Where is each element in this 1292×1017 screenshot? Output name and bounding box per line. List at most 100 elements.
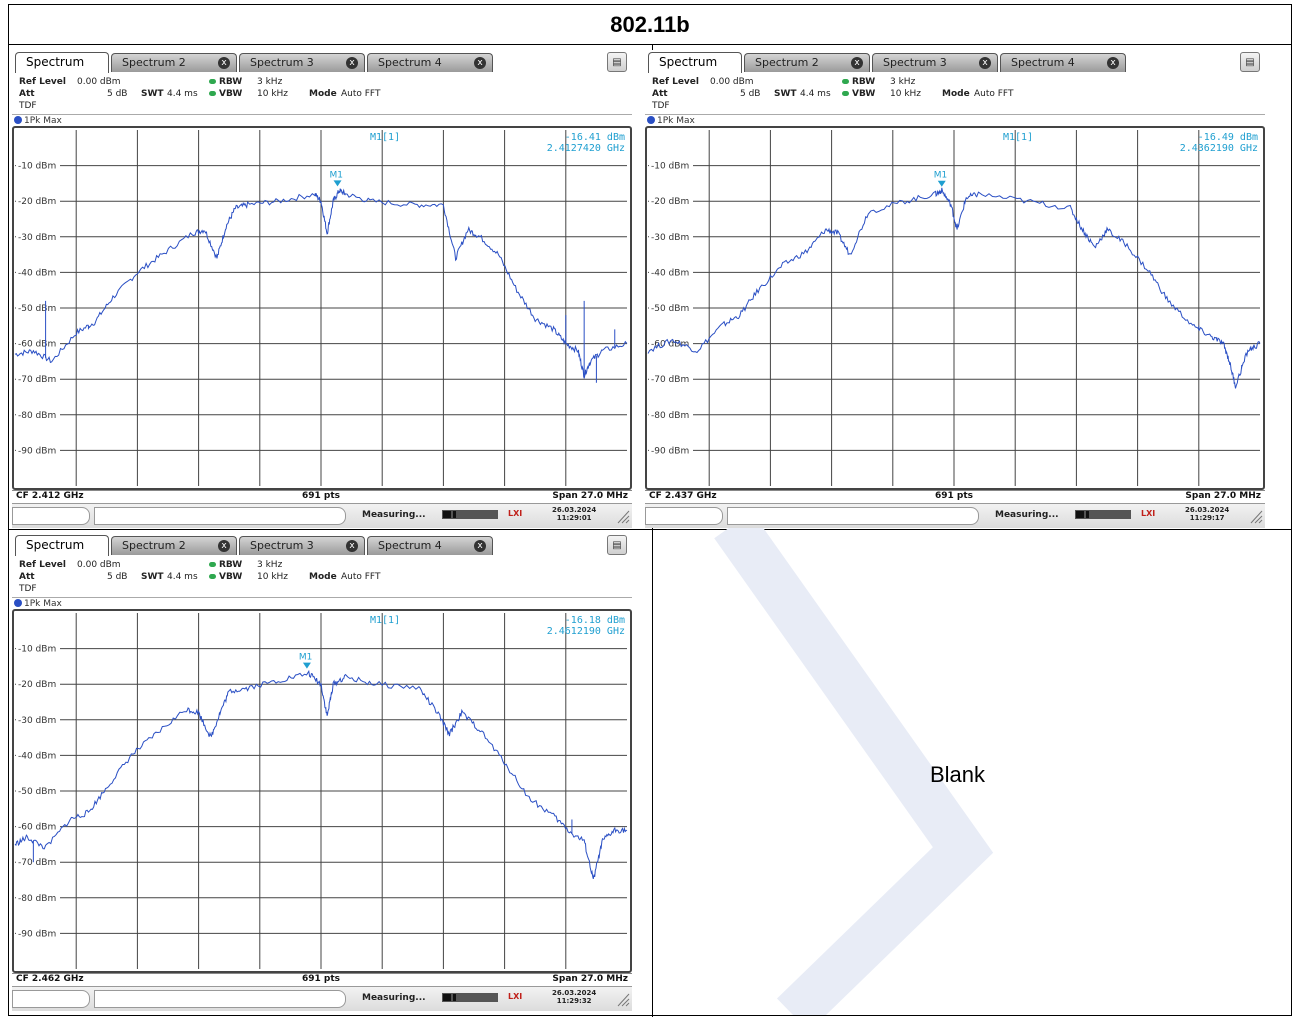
ytick-label: -60 dBm — [18, 340, 56, 350]
vbw-value: 10 kHz — [257, 89, 289, 99]
progress-bar — [442, 993, 498, 1002]
resize-grip-icon — [617, 510, 630, 524]
ytick-label-bg — [16, 713, 60, 725]
ytick-label-bg — [16, 408, 60, 420]
plot-footer: CF 2.412 GHz 691 pts Span 27.0 MHz — [12, 490, 632, 503]
ref-level-value: 0.00 dBm — [77, 560, 121, 570]
ytick-label-bg — [649, 266, 693, 278]
trace-label: 1Pk Max — [12, 597, 632, 610]
tab-spectrum-2[interactable]: Spectrum 2 x — [111, 536, 237, 555]
mode-value: Auto FFT — [974, 89, 1014, 99]
ytick-label: -80 dBm — [18, 411, 56, 421]
ytick-label-bg — [649, 195, 693, 207]
lxi-icon: LXI — [508, 992, 523, 1001]
marker-m1[interactable] — [333, 180, 342, 187]
settings-header: Ref Level 0.00 dBm Att 5 dB SWT 4.4 ms R… — [652, 74, 1262, 114]
spectrum-panel-2: Spectrum Spectrum 2 x Spectrum 3 x Spect… — [644, 50, 1266, 528]
page-title: 802.11b — [9, 5, 1291, 45]
trace-line — [647, 187, 1261, 389]
close-icon[interactable]: x — [474, 540, 486, 552]
ref-level-value: 0.00 dBm — [710, 77, 754, 87]
spectrum-plot: -10 dBm -20 dBm -30 dBm -40 dBm -50 dBm -60 d… — [14, 613, 628, 969]
close-icon[interactable]: x — [1107, 57, 1119, 69]
ytick-label-bg — [16, 266, 60, 278]
close-icon[interactable]: x — [218, 540, 230, 552]
tab-spectrum[interactable]: Spectrum — [648, 52, 742, 73]
center-frequency: CF 2.462 GHz — [16, 974, 84, 984]
spectrum-panel-1: Spectrum Spectrum 2 x Spectrum 3 x Spect… — [11, 50, 633, 528]
tab-label: Spectrum — [26, 55, 85, 69]
tab-spectrum-3[interactable]: Spectrum 3 x — [872, 53, 998, 72]
lxi-icon: LXI — [1141, 509, 1156, 518]
tab-label: Spectrum 3 — [250, 539, 314, 552]
menu-icon[interactable]: ▤ — [607, 535, 627, 555]
ref-level-label: Ref Level — [652, 77, 699, 87]
span-label: Span 27.0 MHz — [552, 491, 628, 501]
ytick-label-bg — [16, 749, 60, 761]
tab-spectrum-2[interactable]: Spectrum 2 x — [744, 53, 870, 72]
ytick-label: -90 dBm — [651, 446, 689, 456]
status-bar: Measuring... LXI 26.03.2024 11:29:32 — [12, 986, 632, 1011]
ytick-label: -70 dBm — [651, 375, 689, 385]
vbw-value: 10 kHz — [257, 572, 289, 582]
rbw-group: RBW — [209, 560, 242, 570]
status-bar: Measuring... LXI 26.03.2024 11:29:17 — [645, 503, 1265, 528]
tab-spectrum-3[interactable]: Spectrum 3 x — [239, 53, 365, 72]
att-value: 5 dB — [740, 89, 761, 99]
tab-spectrum-4[interactable]: Spectrum 4 x — [367, 536, 493, 555]
tab-spectrum-4[interactable]: Spectrum 4 x — [1000, 53, 1126, 72]
status-field-left — [12, 990, 90, 1008]
tdf-label: TDF — [652, 101, 670, 111]
ytick-label-bg — [16, 891, 60, 903]
table-divider-vertical — [652, 45, 653, 1017]
tab-spectrum-2[interactable]: Spectrum 2 x — [111, 53, 237, 72]
progress-bar — [442, 510, 498, 519]
ytick-label: -80 dBm — [18, 894, 56, 904]
menu-icon[interactable]: ▤ — [1240, 52, 1260, 72]
ytick-label-bg — [16, 159, 60, 171]
ytick-label: -10 dBm — [651, 162, 689, 172]
ytick-label-bg — [16, 642, 60, 654]
ref-level-label: Ref Level — [19, 77, 66, 87]
tab-spectrum[interactable]: Spectrum — [15, 535, 109, 556]
marker-readout-label: M1[1] — [370, 615, 400, 626]
ytick-label: -30 dBm — [18, 716, 56, 726]
tab-spectrum-3[interactable]: Spectrum 3 x — [239, 536, 365, 555]
att-value: 5 dB — [107, 89, 128, 99]
marker-m1[interactable] — [937, 180, 946, 187]
status-bar: Measuring... LXI 26.03.2024 11:29:01 — [12, 503, 632, 528]
tab-bar: Spectrum Spectrum 2 x Spectrum 3 x Spect… — [644, 50, 1266, 74]
tab-label: Spectrum 3 — [883, 56, 947, 69]
marker-m1[interactable] — [302, 662, 311, 669]
close-icon[interactable]: x — [346, 57, 358, 69]
ytick-label: -50 dBm — [651, 304, 689, 314]
ytick-label-bg — [16, 444, 60, 456]
close-icon[interactable]: x — [218, 57, 230, 69]
ytick-label: -90 dBm — [18, 929, 56, 939]
close-icon[interactable]: x — [851, 57, 863, 69]
tab-spectrum[interactable]: Spectrum — [15, 52, 109, 73]
swt-value: 4.4 ms — [167, 89, 198, 99]
measuring-status: Measuring... — [995, 510, 1059, 520]
close-icon[interactable]: x — [979, 57, 991, 69]
close-icon[interactable]: x — [346, 540, 358, 552]
lxi-icon: LXI — [508, 509, 523, 518]
ytick-label: -60 dBm — [18, 823, 56, 833]
settings-header: Ref Level 0.00 dBm Att 5 dB SWT 4.4 ms R… — [19, 74, 629, 114]
swt-value: 4.4 ms — [800, 89, 831, 99]
tdf-label: TDF — [19, 101, 37, 111]
att-value: 5 dB — [107, 572, 128, 582]
ytick-label: -80 dBm — [651, 411, 689, 421]
datetime: 26.03.2024 11:29:17 — [1185, 506, 1230, 522]
ytick-label: -20 dBm — [651, 197, 689, 207]
rbw-value: 3 kHz — [257, 77, 283, 87]
ref-level-value: 0.00 dBm — [77, 77, 121, 87]
marker-readout-label: M1[1] — [370, 132, 400, 143]
close-icon[interactable]: x — [474, 57, 486, 69]
rbw-value: 3 kHz — [257, 560, 283, 570]
tab-spectrum-4[interactable]: Spectrum 4 x — [367, 53, 493, 72]
ytick-label-bg — [16, 820, 60, 832]
menu-icon[interactable]: ▤ — [607, 52, 627, 72]
marker-readout-frequency: 2.4362190 GHz — [1180, 143, 1258, 154]
ytick-label: -40 dBm — [18, 751, 56, 761]
